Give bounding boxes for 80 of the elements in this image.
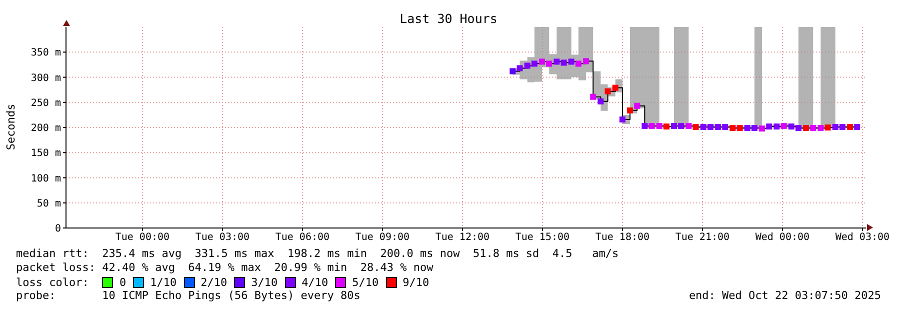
y-tick-label: 300 m (30, 72, 61, 84)
y-tick-label: 250 m (30, 98, 61, 109)
x-tick-label: Wed 03:00 (835, 232, 890, 244)
point (531, 60, 538, 67)
point (824, 124, 831, 130)
point (524, 62, 530, 69)
point (759, 126, 765, 132)
x-tick-label: Wed 00:00 (755, 232, 810, 244)
legend-title: loss color: (16, 276, 90, 288)
text: end: Wed Oct 22 03:07:50 2025 (688, 289, 881, 302)
point (642, 122, 648, 129)
point (744, 125, 750, 132)
y-tick-label: 150 m (30, 148, 61, 160)
point (832, 124, 838, 130)
x-tick-label: Tue 21:00 (675, 232, 730, 244)
point (839, 124, 846, 130)
point (788, 123, 794, 130)
x-tick-label: Tue 03:00 (195, 232, 250, 244)
legend-label: 3/10 (251, 276, 278, 288)
y-tick-label: 0 (54, 224, 61, 235)
point (692, 124, 699, 130)
point (539, 58, 545, 65)
point (634, 102, 640, 109)
y-tick-label: 350 m (30, 48, 61, 59)
x-tick-label: Tue 12:00 (435, 232, 490, 244)
point (847, 124, 853, 130)
point (774, 123, 780, 130)
point (516, 65, 523, 72)
point (730, 125, 736, 132)
point (510, 68, 516, 74)
point (568, 58, 574, 65)
point (627, 107, 633, 114)
legend-label: 2/10 (200, 276, 228, 288)
point (722, 124, 728, 130)
point (554, 58, 560, 65)
point (854, 124, 860, 130)
point (656, 122, 662, 129)
y-tick-label: 50 m (36, 198, 61, 210)
point (590, 94, 596, 100)
point (686, 122, 692, 129)
point (803, 125, 809, 132)
point (810, 125, 816, 132)
point (795, 125, 802, 132)
y-tick-label: 200 m (30, 123, 61, 134)
point (700, 124, 706, 130)
point (715, 124, 721, 130)
point (707, 124, 714, 130)
point (663, 123, 670, 130)
point (604, 88, 611, 94)
x-tick-label: Tue 09:00 (355, 232, 410, 244)
point (619, 116, 626, 122)
point (736, 125, 743, 132)
point (818, 125, 824, 132)
point (751, 125, 758, 132)
legend-label: 9/10 (402, 276, 430, 288)
chart-title: Last 30 Hours (398, 11, 498, 26)
text: median rtt: 235.4 ms avg 331.5 ms max 198.2 ms min 200.0 ms now 51.8 ms sd 4.5 am/s (16, 247, 620, 261)
x-tick-label: Tue 18:00 (595, 232, 650, 244)
point (546, 60, 552, 67)
point (780, 122, 787, 129)
legend-label: 5/10 (352, 276, 379, 288)
point (671, 122, 677, 129)
legend-label: 4/10 (302, 276, 328, 288)
y-tick-label: 100 m (30, 173, 61, 184)
text: probe: 10 ICMP Echo Pings (56 Bytes) every 80s (16, 289, 360, 302)
y-axis-title: Seconds (4, 104, 18, 150)
point (648, 122, 655, 129)
x-tick-label: Tue 06:00 (275, 232, 330, 244)
legend-label: 0 (119, 276, 126, 288)
text: packet loss: 42.40 % avg 64.19 % max 20.99 % min 28.43 % now (16, 261, 434, 275)
point (612, 84, 618, 91)
point (598, 98, 604, 104)
point (583, 58, 589, 64)
point (766, 123, 772, 130)
point (560, 60, 567, 66)
x-tick-label: Tue 15:00 (515, 232, 570, 244)
point (575, 60, 582, 67)
x-tick-label: Tue 00:00 (115, 232, 170, 244)
point (678, 122, 684, 129)
legend-label: 1/10 (150, 276, 177, 288)
